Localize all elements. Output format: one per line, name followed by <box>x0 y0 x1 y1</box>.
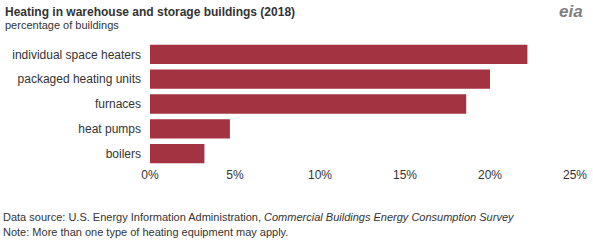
svg-text:0%: 0% <box>141 168 159 182</box>
svg-text:Data source: U.S. Energy Infor: Data source: U.S. Energy Information Adm… <box>3 211 515 223</box>
svg-text:10%: 10% <box>308 168 332 182</box>
svg-text:25%: 25% <box>563 168 587 182</box>
svg-text:15%: 15% <box>393 168 417 182</box>
svg-text:eia: eia <box>559 2 583 21</box>
svg-text:5%: 5% <box>226 168 244 182</box>
svg-text:packaged heating units: packaged heating units <box>18 72 141 86</box>
svg-text:20%: 20% <box>478 168 502 182</box>
svg-text:Heating in warehouse and stora: Heating in warehouse and storage buildin… <box>5 5 295 19</box>
svg-text:furnaces: furnaces <box>95 97 141 111</box>
svg-text:individual space heaters: individual space heaters <box>12 48 141 62</box>
svg-text:heat pumps: heat pumps <box>78 122 141 136</box>
svg-text:percentage of buildings: percentage of buildings <box>5 19 119 31</box>
svg-text:boilers: boilers <box>106 147 141 161</box>
svg-text:Note: More than one type of he: Note: More than one type of heating equi… <box>3 226 288 238</box>
